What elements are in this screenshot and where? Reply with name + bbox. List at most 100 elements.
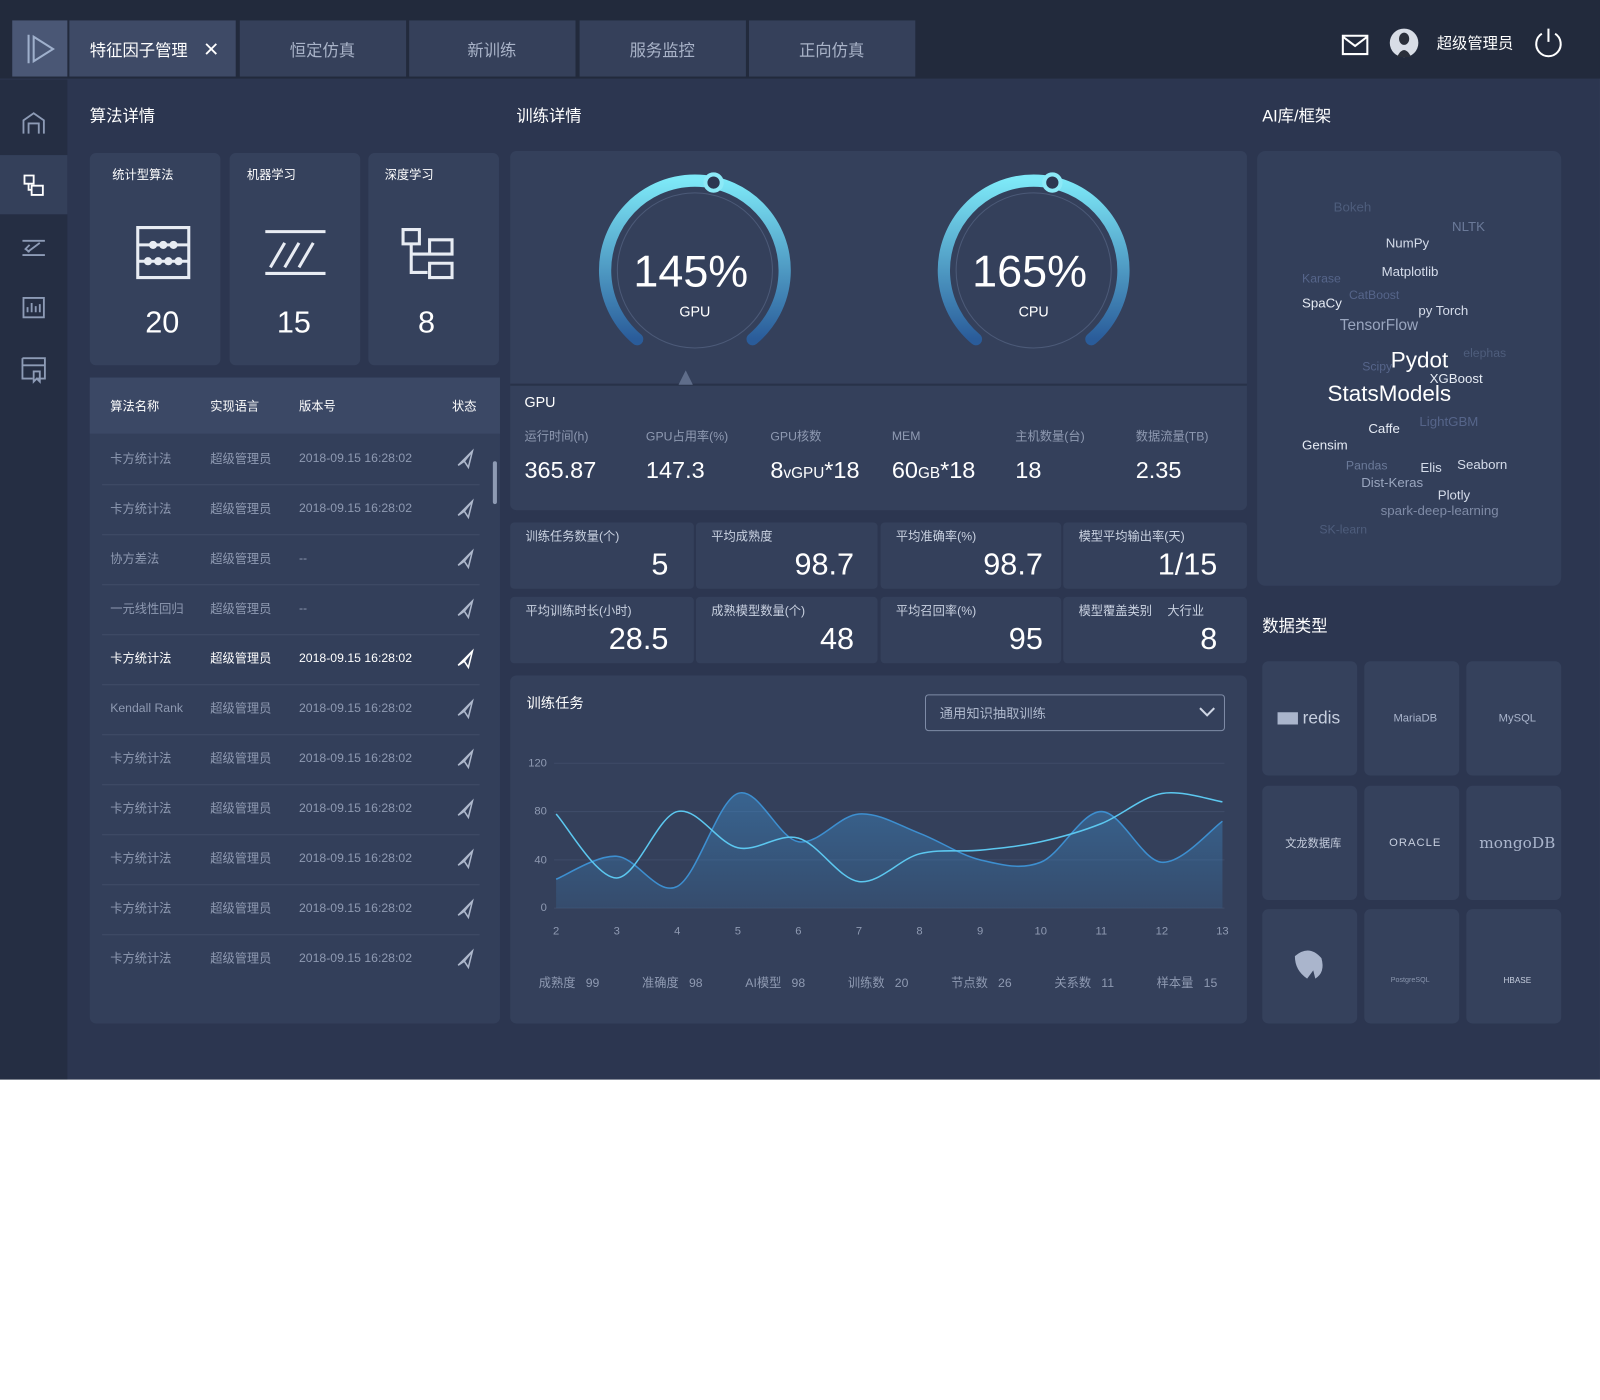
framework-word: SK-learn [1319, 522, 1368, 537]
power-icon[interactable] [1535, 28, 1562, 58]
kpi-box [510, 596, 694, 664]
user-name[interactable]: 超级管理员 [1436, 35, 1514, 53]
framework-word: Seaborn [1457, 456, 1508, 472]
x-tick-label: 3 [613, 925, 620, 938]
card-count: 8 [418, 306, 436, 340]
summary-item: 训练数 20 [848, 974, 909, 991]
tab-label[interactable]: 特征因子管理 [89, 42, 188, 61]
send-icon[interactable] [457, 448, 474, 470]
framework-word: py Torch [1418, 302, 1469, 318]
section-title: 数据类型 [1262, 618, 1328, 636]
home-icon[interactable] [22, 112, 45, 134]
send-icon[interactable] [457, 948, 474, 970]
tab-label[interactable]: 正向仿真 [798, 42, 865, 61]
gauge-value: 165% [972, 246, 1088, 297]
db-tile[interactable] [1466, 661, 1562, 776]
db-tile[interactable] [1262, 785, 1358, 900]
stat-label: 主机数量(台) [1015, 429, 1085, 444]
panels [89, 151, 1562, 1024]
kpi-box [1063, 522, 1247, 589]
summary-value: 98 [688, 976, 703, 991]
card-count: 15 [276, 306, 311, 340]
table-cell: 2018-09.15 16:28:02 [298, 451, 413, 466]
send-icon[interactable] [457, 498, 474, 520]
tab[interactable] [239, 20, 407, 77]
send-icon[interactable] [457, 848, 474, 870]
stat-unit: GB [917, 464, 941, 483]
table-cell: 2018-09.15 16:28:02 [298, 851, 413, 866]
sidebar-active [0, 155, 68, 215]
table-cell: 2018-09.15 16:28:02 [298, 651, 413, 666]
tab[interactable] [69, 20, 236, 77]
kpi-label: 平均成熟度 [711, 529, 773, 544]
db-tile[interactable] [1466, 785, 1562, 900]
tab-label[interactable]: 新训练 [467, 42, 517, 61]
framework-word: Plotly [1437, 487, 1471, 503]
stat-label: MEM [891, 428, 921, 443]
tab-label[interactable]: 恒定仿真 [289, 42, 356, 61]
chart-icon[interactable] [22, 297, 45, 319]
db-tile[interactable] [1466, 909, 1562, 1024]
send-icon[interactable] [457, 748, 474, 770]
tab[interactable] [748, 20, 916, 77]
framework-word: CatBoost [1348, 287, 1400, 303]
db-tile[interactable] [1262, 661, 1358, 776]
stat-unit: vGPU [783, 464, 825, 483]
send-icon[interactable] [457, 798, 474, 820]
table-header [89, 377, 500, 434]
framework-word: Pydot [1390, 346, 1449, 373]
framework-word: Caffe [1368, 420, 1400, 437]
dropdown-arrow[interactable] [1199, 707, 1215, 717]
table-cell: 卡方统计法 [110, 751, 172, 766]
dl-icon [401, 228, 454, 280]
dashboard: 特征因子管理 恒定仿真 新训练 服务监控 正向仿真 超级管理员 算法详情 训练详情 AI库/框架… [0, 0, 1600, 1080]
tab[interactable] [409, 20, 576, 77]
model-icon[interactable] [23, 174, 44, 196]
table-cell: 卡方统计法 [110, 901, 172, 916]
table-cell: -- [298, 551, 308, 566]
scrollbar[interactable] [492, 461, 497, 505]
mail-icon[interactable] [1341, 34, 1369, 56]
send-icon[interactable] [457, 698, 474, 720]
table-cell: 卡方统计法 [110, 501, 172, 516]
kpi-label: 平均召回率(%) [895, 603, 977, 618]
kpi-label: 训练任务数量(个) [525, 529, 620, 544]
y-tick-label: 40 [534, 853, 547, 866]
ml-icon [265, 230, 326, 275]
send-icon[interactable] [457, 898, 474, 920]
db-tile[interactable] [1364, 661, 1460, 776]
db-tile[interactable] [1364, 909, 1460, 1024]
dropdown-box[interactable] [924, 694, 1225, 732]
table-cell: 超级管理员 [210, 901, 272, 916]
doc-icon[interactable] [21, 357, 46, 384]
tab-label[interactable]: 服务监控 [629, 42, 695, 61]
table-cell: 超级管理员 [210, 601, 272, 616]
y-tick-label: 80 [534, 805, 547, 818]
dropdown-label[interactable]: 通用知识抽取训练 [939, 705, 1046, 721]
table-cell: 超级管理员 [210, 551, 272, 566]
tab[interactable] [579, 20, 746, 77]
gauge-inner [616, 192, 773, 349]
send-icon[interactable] [457, 648, 474, 670]
table-header: 状态 [452, 399, 477, 414]
db-icon [1294, 950, 1323, 979]
framework-word: SpaCy [1302, 295, 1342, 311]
logo-box[interactable] [12, 20, 68, 77]
stat-suffix: *18 [940, 456, 976, 484]
stat-value: 147.3 [645, 456, 705, 484]
gauge-arc [937, 174, 1130, 346]
send-icon[interactable] [457, 598, 474, 620]
table-header: 实现语言 [210, 399, 260, 414]
framework-word: NumPy [1385, 235, 1430, 251]
send-icon[interactable] [457, 548, 474, 570]
kpi-value: 8 [1200, 622, 1218, 657]
logo [27, 34, 55, 64]
card-icons [136, 226, 454, 280]
framework-word: TensorFlow [1339, 316, 1419, 335]
tab-close[interactable] [205, 43, 217, 55]
stat-value: 2.35 [1135, 456, 1182, 484]
db-tile[interactable] [1364, 785, 1460, 900]
code-icon[interactable] [22, 239, 45, 257]
gauge-inner [955, 192, 1112, 349]
db-name: ORACLE [1389, 836, 1442, 849]
